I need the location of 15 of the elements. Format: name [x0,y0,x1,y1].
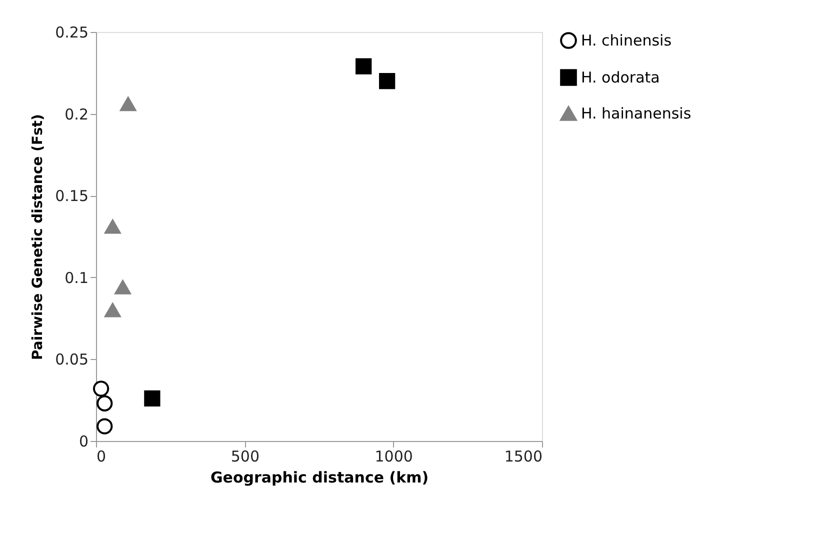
x-tick-label: 500 [230,448,260,466]
y-tick-label: 0.15 [55,187,88,206]
x-tick-label: 1500 [504,448,542,466]
y-tick-label: 0.1 [64,268,88,287]
legend-label: H. chinensis [581,32,672,50]
y-axis-title: Pairwise Genetic distance (Fst) [30,114,46,360]
y-tick-label: 0.25 [55,24,88,42]
x-axis-title: Geographic distance (km) [210,468,429,486]
legend-label: H. odorata [581,68,660,86]
y-tick-label: 0.05 [55,350,88,369]
x-tick-label: 0 [96,448,106,466]
y-tick-label: 0 [78,432,88,450]
x-tick-label: 1000 [374,448,413,466]
y-tick-label: 0.2 [64,105,88,124]
legend-label: H. hainanensis [581,104,692,122]
